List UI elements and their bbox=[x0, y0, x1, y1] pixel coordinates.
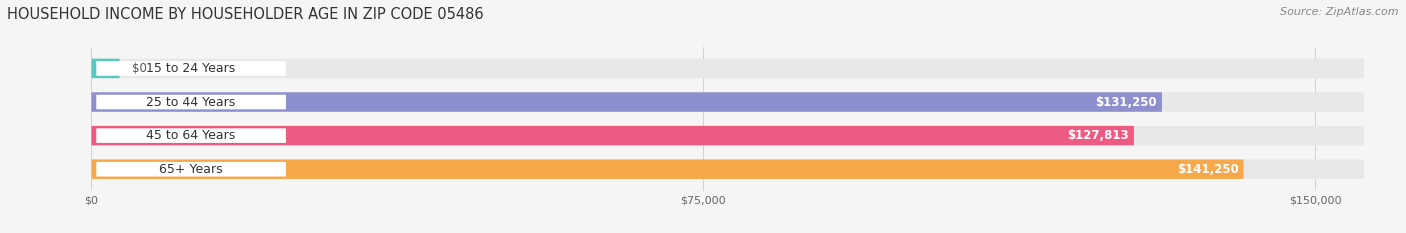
Text: $131,250: $131,250 bbox=[1095, 96, 1157, 109]
FancyBboxPatch shape bbox=[91, 159, 1243, 179]
Text: 25 to 44 Years: 25 to 44 Years bbox=[146, 96, 236, 109]
FancyBboxPatch shape bbox=[96, 128, 285, 143]
FancyBboxPatch shape bbox=[91, 126, 1133, 145]
FancyBboxPatch shape bbox=[96, 61, 285, 76]
FancyBboxPatch shape bbox=[91, 59, 120, 78]
Text: Source: ZipAtlas.com: Source: ZipAtlas.com bbox=[1281, 7, 1399, 17]
Text: 45 to 64 Years: 45 to 64 Years bbox=[146, 129, 236, 142]
FancyBboxPatch shape bbox=[91, 92, 1161, 112]
Text: $141,250: $141,250 bbox=[1177, 163, 1239, 176]
FancyBboxPatch shape bbox=[96, 162, 285, 177]
Text: 65+ Years: 65+ Years bbox=[159, 163, 224, 176]
Text: $0: $0 bbox=[132, 62, 146, 75]
FancyBboxPatch shape bbox=[91, 92, 1364, 112]
FancyBboxPatch shape bbox=[91, 159, 1364, 179]
Text: $127,813: $127,813 bbox=[1067, 129, 1129, 142]
Text: HOUSEHOLD INCOME BY HOUSEHOLDER AGE IN ZIP CODE 05486: HOUSEHOLD INCOME BY HOUSEHOLDER AGE IN Z… bbox=[7, 7, 484, 22]
Text: 15 to 24 Years: 15 to 24 Years bbox=[146, 62, 236, 75]
FancyBboxPatch shape bbox=[91, 59, 1364, 78]
FancyBboxPatch shape bbox=[96, 95, 285, 109]
FancyBboxPatch shape bbox=[91, 126, 1364, 145]
